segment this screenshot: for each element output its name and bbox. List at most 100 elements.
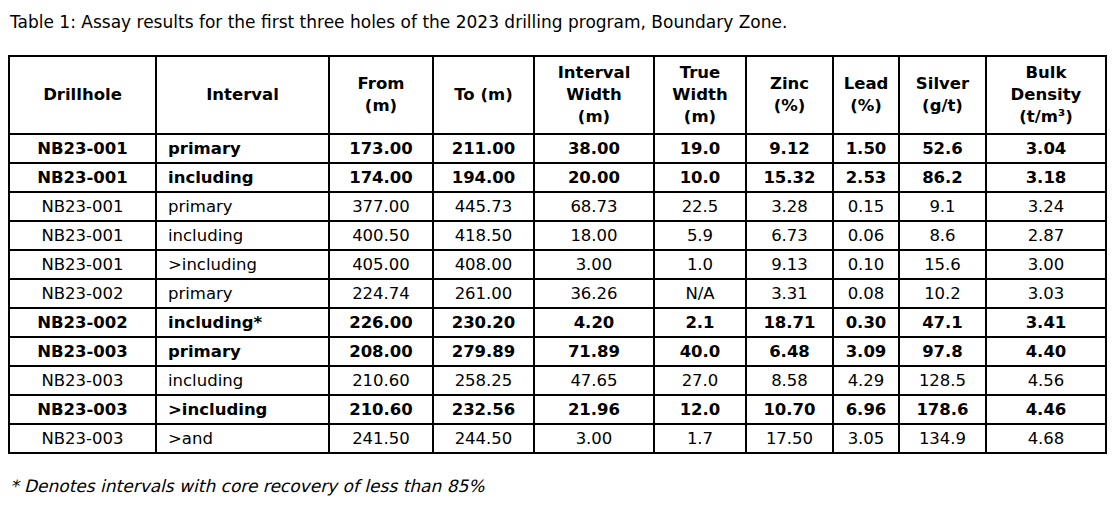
table-cell: 3.28 [746,192,833,221]
table-cell: NB23-003 [9,337,156,366]
table-cell: 18.71 [746,308,833,337]
table-cell: 3.31 [746,279,833,308]
table-cell: 400.50 [329,221,433,250]
column-header-silver: Silver (g/t) [899,56,986,134]
table-cell: 19.0 [654,134,746,163]
table-cell: 20.00 [534,163,654,192]
table-cell: primary [156,192,329,221]
table-cell: 4.46 [986,395,1106,424]
table-cell: 17.50 [746,424,833,453]
table-cell: 86.2 [899,163,986,192]
table-cell: 0.08 [833,279,899,308]
table-cell: 27.0 [654,366,746,395]
table-cell: 4.40 [986,337,1106,366]
table-cell: primary [156,279,329,308]
table-cell: 3.05 [833,424,899,453]
table-cell: including [156,221,329,250]
table-cell: NB23-003 [9,395,156,424]
table-cell: 1.0 [654,250,746,279]
table-cell: 3.18 [986,163,1106,192]
table-row: NB23-001including174.00194.0020.0010.015… [9,163,1106,192]
table-cell: 12.0 [654,395,746,424]
table-cell: 230.20 [433,308,534,337]
table-cell: primary [156,337,329,366]
table-cell: 208.00 [329,337,433,366]
table-cell: 1.50 [833,134,899,163]
table-cell: 47.1 [899,308,986,337]
table-cell: 408.00 [433,250,534,279]
table-row: NB23-003>and241.50244.503.001.717.503.05… [9,424,1106,453]
column-header-true-width: True Width (m) [654,56,746,134]
table-cell: 21.96 [534,395,654,424]
table-cell: 173.00 [329,134,433,163]
column-header-bulk-density: Bulk Density (t/m³) [986,56,1106,134]
table-cell: 134.9 [899,424,986,453]
table-body: NB23-001primary173.00211.0038.0019.09.12… [9,134,1106,453]
table-cell: 3.09 [833,337,899,366]
table-cell: >including [156,250,329,279]
table-cell: 3.41 [986,308,1106,337]
table-cell: 3.03 [986,279,1106,308]
table-cell: >and [156,424,329,453]
table-cell: 10.70 [746,395,833,424]
table-cell: 8.58 [746,366,833,395]
table-cell: 15.32 [746,163,833,192]
table-cell: 0.06 [833,221,899,250]
table-cell: NB23-001 [9,250,156,279]
table-cell: >including [156,395,329,424]
table-cell: NB23-001 [9,221,156,250]
table-cell: NB23-001 [9,163,156,192]
table-cell: 18.00 [534,221,654,250]
table-cell: 4.29 [833,366,899,395]
table-cell: 52.6 [899,134,986,163]
table-cell: including* [156,308,329,337]
table-cell: NB23-002 [9,308,156,337]
table-cell: 377.00 [329,192,433,221]
column-header-zinc: Zinc (%) [746,56,833,134]
table-cell: 2.53 [833,163,899,192]
document-page: Table 1: Assay results for the first thr… [0,0,1120,496]
table-row: NB23-001primary377.00445.7368.7322.53.28… [9,192,1106,221]
table-row: NB23-001>including405.00408.003.001.09.1… [9,250,1106,279]
column-header-lead: Lead (%) [833,56,899,134]
table-cell: 211.00 [433,134,534,163]
table-cell: NB23-002 [9,279,156,308]
column-header-interval-width: Interval Width (m) [534,56,654,134]
table-cell: 2.87 [986,221,1106,250]
table-cell: 47.65 [534,366,654,395]
table-cell: 194.00 [433,163,534,192]
table-header: Drillhole Interval From (m) To (m) Inter… [9,56,1106,134]
table-cell: N/A [654,279,746,308]
header-row: Drillhole Interval From (m) To (m) Inter… [9,56,1106,134]
table-row: NB23-001including400.50418.5018.005.96.7… [9,221,1106,250]
column-header-interval: Interval [156,56,329,134]
table-cell: 2.1 [654,308,746,337]
table-cell: 4.56 [986,366,1106,395]
table-cell: 6.96 [833,395,899,424]
table-caption: Table 1: Assay results for the first thr… [10,12,1120,33]
table-cell: 405.00 [329,250,433,279]
table-row: NB23-003>including210.60232.5621.9612.01… [9,395,1106,424]
table-cell: 8.6 [899,221,986,250]
table-cell: 279.89 [433,337,534,366]
table-row: NB23-002including*226.00230.204.202.118.… [9,308,1106,337]
table-cell: including [156,163,329,192]
table-row: NB23-002primary224.74261.0036.26N/A3.310… [9,279,1106,308]
table-cell: 9.12 [746,134,833,163]
table-cell: 224.74 [329,279,433,308]
table-cell: NB23-001 [9,192,156,221]
table-row: NB23-001primary173.00211.0038.0019.09.12… [9,134,1106,163]
table-cell: 244.50 [433,424,534,453]
table-cell: 210.60 [329,366,433,395]
table-cell: 0.10 [833,250,899,279]
table-cell: 261.00 [433,279,534,308]
column-header-to: To (m) [433,56,534,134]
table-cell: 1.7 [654,424,746,453]
table-cell: 6.73 [746,221,833,250]
table-cell: 6.48 [746,337,833,366]
table-cell: 3.00 [986,250,1106,279]
table-cell: 38.00 [534,134,654,163]
table-cell: 210.60 [329,395,433,424]
table-cell: 3.04 [986,134,1106,163]
table-cell: 128.5 [899,366,986,395]
